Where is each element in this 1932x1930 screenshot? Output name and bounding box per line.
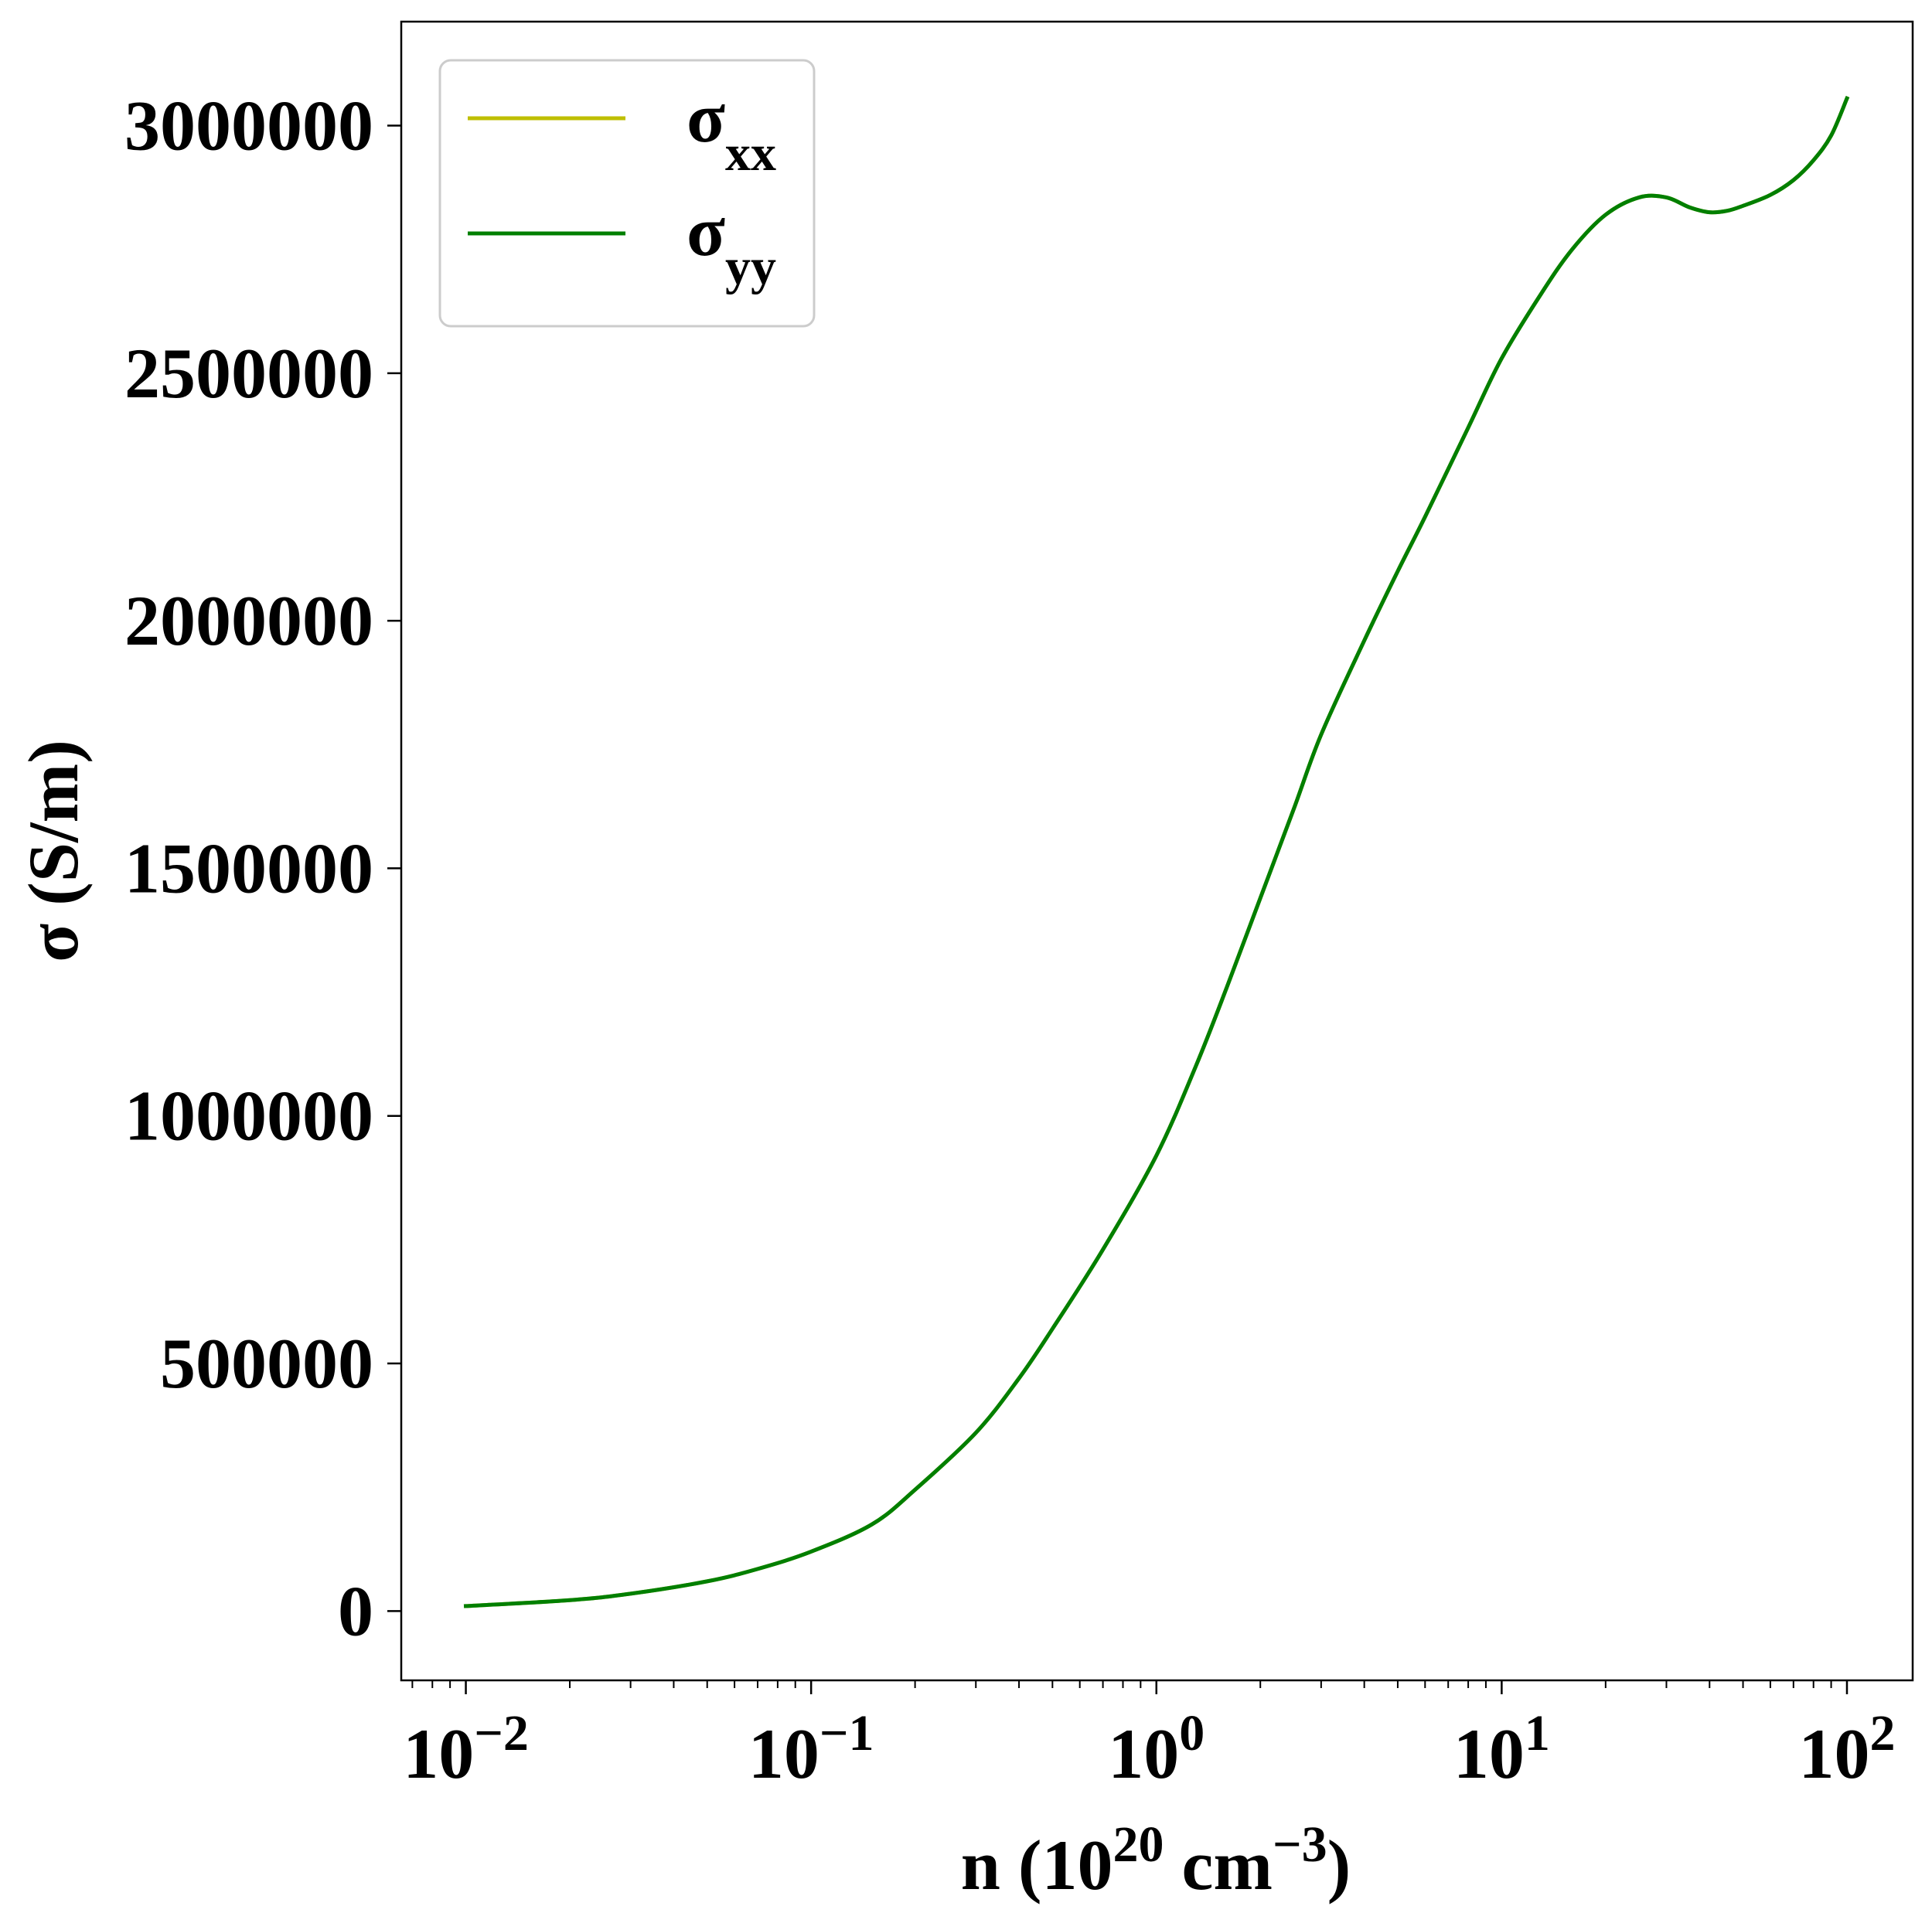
x-axis-label-base: n (10	[961, 1826, 1113, 1904]
x-minor-ticks	[411, 1680, 1832, 1688]
y-tick-label: 2000000	[124, 581, 373, 660]
legend-frame	[438, 59, 816, 328]
x-tick-label-base: 10	[748, 1714, 819, 1793]
x-tick-label: 10−2	[403, 1705, 529, 1794]
x-tick-label: 10−1	[748, 1705, 874, 1794]
legend-label-sigma-yy-main: σ	[687, 192, 725, 271]
y-tick-label: 1000000	[124, 1077, 373, 1156]
y-tick-label: 1500000	[124, 829, 373, 907]
legend-label-sigma-yy-sub: yy	[725, 239, 776, 295]
x-tick-label-base: 10	[1108, 1714, 1179, 1793]
x-tick-label-base: 10	[403, 1714, 474, 1793]
x-tick-label-exponent: 1	[1525, 1705, 1550, 1762]
plot-frame	[400, 20, 1914, 1682]
x-axis-label-exp2: −3	[1273, 1816, 1327, 1873]
legend: σxx σyy	[438, 59, 816, 328]
x-tick-label-base: 10	[1798, 1714, 1869, 1793]
axis-ticks	[387, 124, 1849, 1694]
x-tick-label-base: 10	[1453, 1714, 1525, 1793]
x-tick-label: 102	[1798, 1705, 1895, 1794]
y-tick-label: 3000000	[124, 87, 373, 165]
x-tick-label-exponent: −1	[819, 1705, 874, 1762]
legend-label-sigma-yy: σyy	[687, 192, 776, 295]
series-line-sigma-yy	[463, 96, 1850, 1608]
x-axis-label-exp1: 20	[1113, 1816, 1164, 1873]
y-tick-label: 0	[338, 1571, 373, 1650]
x-tick-label: 100	[1108, 1705, 1205, 1794]
x-axis-label-mid: cm	[1164, 1826, 1273, 1904]
x-axis-label: n (1020 cm−3)	[961, 1816, 1351, 1905]
x-tick-label: 101	[1453, 1705, 1550, 1794]
x-tick-label-exponent: 0	[1179, 1705, 1205, 1762]
x-axis-label-end: )	[1327, 1826, 1351, 1904]
legend-label-sigma-xx-sub: xx	[725, 125, 776, 182]
y-tick-label: 500000	[160, 1324, 373, 1403]
legend-label-sigma-xx: σxx	[687, 78, 776, 182]
tick-labels: 10−2 10−1 100 101 10205000001000000150000020…	[124, 87, 1895, 1793]
series-layer	[463, 96, 1850, 1608]
y-axis-label: σ (S/m)	[14, 740, 93, 962]
legend-label-sigma-xx-main: σ	[687, 78, 725, 157]
x-tick-label-exponent: −2	[474, 1705, 529, 1762]
y-tick-label: 2500000	[124, 334, 373, 413]
x-tick-label-exponent: 2	[1869, 1705, 1895, 1762]
